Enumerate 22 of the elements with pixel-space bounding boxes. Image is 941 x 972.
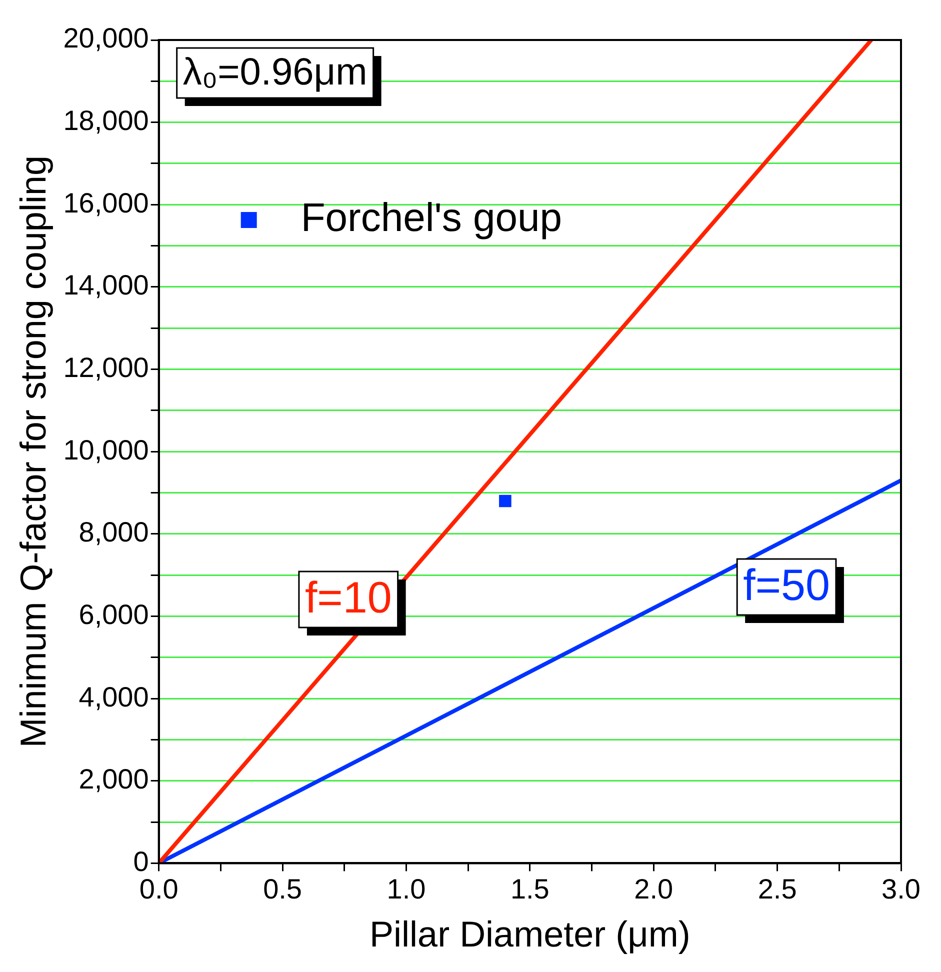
x-tick-label: 3.0 [882,874,920,905]
x-tick-label: 2.0 [634,874,674,905]
y-tick-label: 14,000 [63,270,149,301]
y-tick-label: 12,000 [63,352,149,383]
y-tick-label: 18,000 [63,105,149,136]
y-tick-label: 4,000 [78,681,149,712]
y-tick-label: 16,000 [63,187,149,218]
x-tick-label: 1.5 [510,874,550,905]
legend-label: Forchel's goup [300,196,562,240]
x-tick-label: 1.0 [386,874,426,905]
series-label: f=50 [743,561,830,610]
y-axis-title: Minimum Q-factor for strong coupling [12,155,54,748]
y-tick-label: 8,000 [78,516,149,548]
annotation: λ₀=0.96μm [182,51,368,94]
x-axis-title: Pillar Diameter (μm) [370,913,690,954]
y-tick-label: 2,000 [78,764,149,795]
y-tick-label: 6,000 [78,598,149,630]
y-tick-label: 10,000 [63,434,149,466]
x-tick-label: 0.5 [263,874,302,905]
x-tick-label: 2.5 [758,874,797,905]
series-label: f=10 [304,574,392,623]
y-tick-label: 20,000 [63,22,149,54]
